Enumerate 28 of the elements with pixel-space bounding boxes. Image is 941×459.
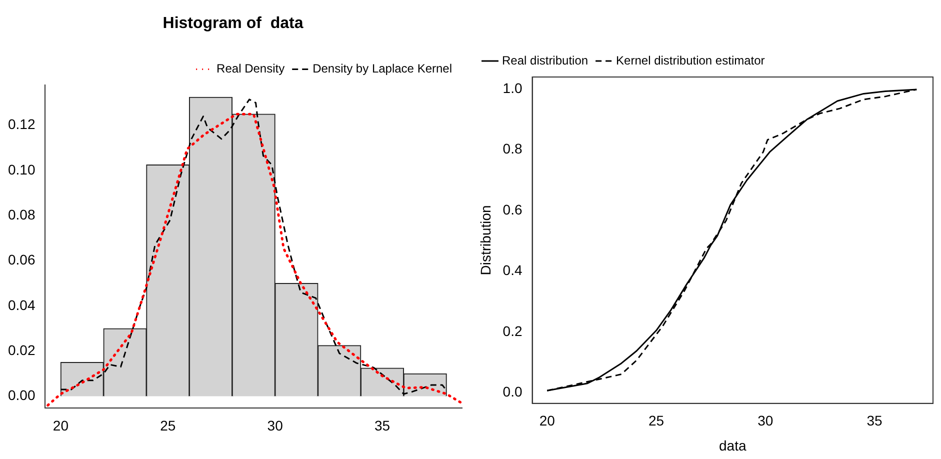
chart-title: Histogram of data [162,15,304,32]
y-tick-label: 0.12 [8,116,36,132]
x-tick-label: 25 [648,412,664,429]
y-tick-label: 0.00 [8,387,36,404]
y-tick-label: 0.08 [8,206,36,223]
y-tick-label: 0.2 [502,322,522,339]
x-tick-label: 30 [267,417,284,434]
y-tick-label: 0.6 [502,201,522,218]
y-tick-label: 0.06 [8,252,36,268]
y-axis-title: Distribution [477,205,494,276]
y-tick-label: 1.0 [502,80,522,96]
x-tick-label: 35 [374,417,390,434]
x-tick-label: 30 [758,412,774,429]
x-tick-label: 25 [160,417,176,434]
legend-label: Kernel distribution estimator [616,53,765,68]
x-tick-label: 20 [52,417,69,434]
legend-label: Density by Laplace Kernel [312,62,452,76]
x-axis-title: data [719,437,746,454]
x-tick-label: 20 [539,412,556,429]
y-tick-label: 0.04 [8,296,36,313]
y-tick-label: 0.8 [502,140,522,157]
y-tick-label: 0.4 [502,262,522,278]
y-tick-label: 0.0 [502,384,522,400]
y-tick-label: 0.10 [8,161,36,178]
y-tick-label: 0.02 [8,342,36,358]
legend-label: Real Density [216,62,285,76]
legend-label: Real distribution [502,53,588,68]
x-tick-label: 35 [866,412,882,429]
